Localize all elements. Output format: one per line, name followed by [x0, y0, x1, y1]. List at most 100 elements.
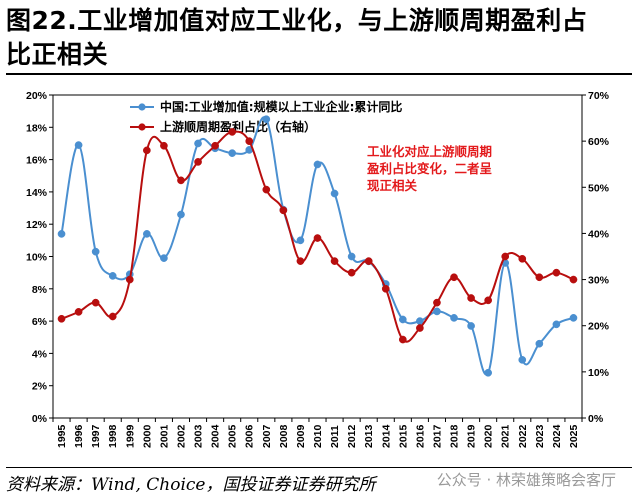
- data-point: [484, 368, 492, 377]
- x-axis-tick-label: 2020: [483, 424, 495, 448]
- data-point: [228, 128, 237, 136]
- x-axis-tick-label: 2025: [568, 424, 580, 448]
- x-axis-tick-label: 2012: [346, 424, 358, 448]
- data-point: [398, 315, 407, 324]
- data-point: [552, 268, 561, 277]
- data-point: [467, 294, 475, 302]
- data-point: [57, 230, 66, 238]
- data-point: [262, 185, 271, 194]
- data-point: [296, 236, 305, 245]
- x-axis-tick-label: 2005: [227, 424, 239, 448]
- data-point: [330, 189, 339, 198]
- data-point: [433, 298, 441, 307]
- data-point: [228, 149, 237, 157]
- data-point: [108, 312, 117, 321]
- data-point: [160, 254, 168, 262]
- data-point: [381, 284, 390, 293]
- chart-axes: 0% 2% 4% 6% 8% 10% 12% 14% 16% 18% 20% 0% 10% 20% 30% 4…: [26, 90, 610, 448]
- data-point: [74, 308, 83, 316]
- data-point: [143, 146, 151, 155]
- left-axis-tick-label: 12%: [26, 219, 48, 231]
- series-2: [57, 128, 578, 344]
- data-point: [177, 176, 185, 185]
- data-point: [501, 252, 510, 261]
- right-axis-tick-label: 20%: [588, 321, 610, 333]
- x-axis-tick-label: 2009: [295, 424, 307, 448]
- watermark: 公众号 · 林荣雄策略会客厅: [436, 471, 616, 489]
- series-1: [57, 115, 578, 377]
- x-axis-tick-label: 2008: [278, 424, 290, 448]
- data-point: [245, 137, 254, 145]
- right-axis-tick-label: 40%: [588, 228, 610, 240]
- data-point: [450, 273, 458, 282]
- data-point: [108, 272, 117, 280]
- x-axis-tick-label: 2014: [380, 424, 392, 448]
- data-point: [279, 206, 288, 215]
- line-chart: 0% 2% 4% 6% 8% 10% 12% 14% 16% 18% 20% 0% 10% 20% 30% 4…: [26, 90, 610, 448]
- data-point: [569, 314, 578, 322]
- right-axis-tick-label: 50%: [588, 182, 610, 194]
- title-line-1: 图22.工业增加值对应工业化，与上游顺周期盈利占: [6, 6, 588, 35]
- data-point: [330, 257, 339, 265]
- left-axis-tick-label: 4%: [32, 348, 48, 360]
- left-axis-tick-label: 18%: [26, 122, 48, 134]
- legend-label: 上游顺周期盈利占比（右轴）: [160, 119, 316, 134]
- legend-label: 中国:工业增加值:规模以上工业企业:累计同比: [160, 99, 402, 114]
- data-point: [518, 254, 527, 263]
- right-axis-tick-label: 70%: [588, 90, 610, 102]
- data-point: [57, 314, 66, 323]
- data-point: [416, 324, 424, 332]
- x-axis-tick-label: 2007: [261, 424, 273, 448]
- x-axis-tick-label: 2023: [534, 424, 546, 448]
- data-point: [518, 356, 527, 364]
- data-point: [433, 307, 441, 316]
- data-point: [535, 339, 544, 348]
- x-axis-tick-label: 2001: [158, 424, 170, 448]
- data-point: [347, 252, 356, 261]
- x-axis-tick-label: 2004: [210, 424, 222, 448]
- data-point: [143, 230, 151, 238]
- x-axis-tick-label: 2017: [431, 424, 443, 448]
- source-note: 资料来源：Wind, Choice，国投证券证券研究所: [6, 475, 376, 495]
- data-point: [450, 314, 458, 322]
- data-point: [313, 234, 322, 242]
- x-axis-tick-label: 1996: [73, 424, 85, 448]
- annotation-line: 工业化对应上游顺周期: [367, 144, 492, 159]
- left-axis-tick-label: 16%: [26, 155, 48, 167]
- right-axis-tick-label: 30%: [588, 275, 610, 287]
- data-point: [347, 268, 356, 277]
- legend-swatch-marker: [138, 103, 146, 111]
- data-point: [177, 210, 185, 219]
- data-point: [364, 257, 373, 265]
- data-point: [467, 322, 475, 330]
- annotation-line: 盈利占比变化，二者呈: [366, 161, 492, 176]
- left-axis-tick-label: 2%: [32, 381, 48, 393]
- left-axis-tick-label: 14%: [26, 187, 48, 199]
- x-axis-tick-label: 2013: [363, 424, 375, 448]
- data-point: [296, 257, 305, 265]
- x-axis-tick-label: 2000: [141, 424, 153, 448]
- data-point: [194, 139, 202, 148]
- x-axis-tick-label: 2018: [449, 424, 461, 448]
- data-point: [91, 298, 100, 307]
- left-axis-tick-label: 10%: [26, 252, 48, 264]
- chart-title: 图22.工业增加值对应工业化，与上游顺周期盈利占 比正相关: [6, 4, 632, 72]
- left-axis-tick-label: 20%: [26, 90, 48, 102]
- x-axis-tick-label: 2003: [193, 424, 205, 448]
- x-axis-tick-label: 2015: [397, 424, 409, 448]
- right-axis-tick-label: 60%: [588, 136, 610, 148]
- x-axis-tick-label: 2010: [312, 424, 324, 448]
- x-axis-tick-label: 1998: [107, 424, 119, 448]
- data-point: [262, 115, 271, 124]
- series-layer: [57, 115, 578, 377]
- right-axis-tick-label: 0%: [588, 413, 604, 425]
- data-point: [74, 141, 83, 149]
- data-point: [91, 247, 100, 256]
- data-point: [569, 275, 578, 284]
- x-axis-tick-label: 1997: [90, 424, 102, 448]
- data-point: [211, 141, 219, 150]
- left-axis-tick-label: 0%: [32, 413, 48, 425]
- left-axis-tick-label: 6%: [32, 316, 48, 328]
- x-axis-tick-label: 2019: [466, 424, 478, 448]
- right-axis-tick-label: 10%: [588, 367, 610, 379]
